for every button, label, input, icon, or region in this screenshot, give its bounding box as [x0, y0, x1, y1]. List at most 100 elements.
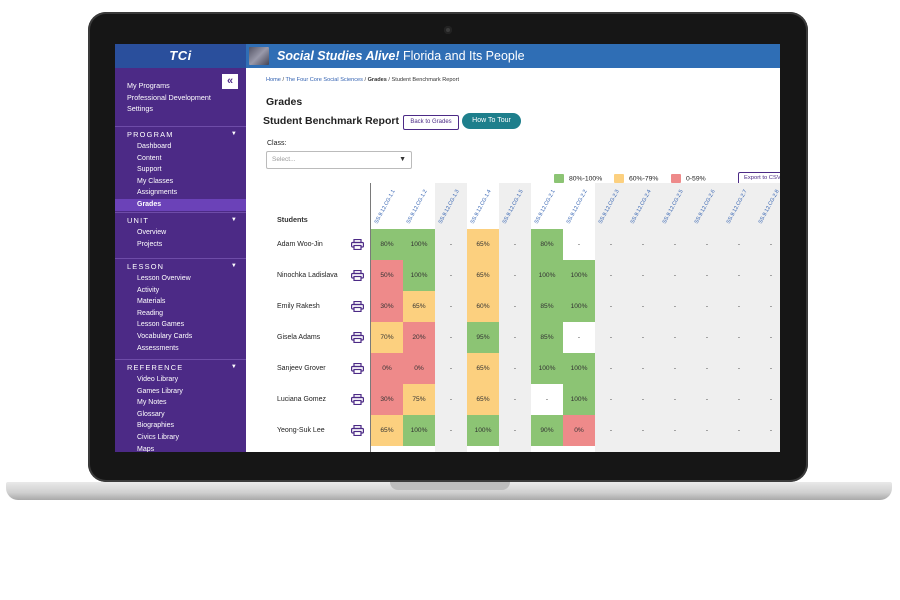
score-cell[interactable]: 65% — [467, 353, 499, 384]
benchmark-column-header[interactable]: SS.9.12.CG.1.1 — [371, 183, 403, 229]
sidebar-item-civics-library[interactable]: Civics Library — [137, 433, 180, 441]
sidebar-item-biographies[interactable]: Biographies — [137, 422, 174, 430]
score-cell[interactable]: 65% — [467, 229, 499, 260]
score-cell[interactable]: - — [513, 241, 517, 248]
back-to-grades-button[interactable]: Back to Grades — [403, 115, 459, 130]
benchmark-column-header[interactable]: SS.9.12.CG.2.7 — [723, 183, 755, 229]
how-to-tour-button[interactable]: How To Tour — [462, 113, 521, 129]
benchmark-column-header[interactable]: SS.9.12.CG.2.1 — [531, 183, 563, 229]
score-cell[interactable]: - — [641, 334, 645, 341]
score-cell[interactable]: - — [705, 303, 709, 310]
score-cell[interactable]: 100% — [563, 353, 595, 384]
score-cell[interactable]: 85% — [531, 291, 563, 322]
benchmark-column-header[interactable]: SS.9.12.CG.1.4 — [467, 183, 499, 229]
score-cell[interactable]: - — [769, 272, 773, 279]
sidebar-link-professional-development[interactable]: Professional Development — [127, 92, 211, 102]
score-cell[interactable]: - — [737, 334, 741, 341]
score-cell[interactable]: - — [641, 427, 645, 434]
score-cell[interactable]: - — [531, 384, 563, 415]
sidebar-link-settings[interactable]: Settings — [127, 104, 153, 113]
printer-icon[interactable] — [351, 425, 364, 436]
student-name[interactable]: Ninochka Ladislava — [277, 272, 338, 279]
printer-icon[interactable] — [351, 363, 364, 374]
breadcrumb-grades[interactable]: Grades — [367, 77, 387, 83]
printer-icon[interactable] — [351, 301, 364, 312]
score-cell[interactable]: - — [513, 303, 517, 310]
score-cell[interactable]: - — [449, 427, 453, 434]
benchmark-column-header[interactable]: SS.9.12.CG.1.3 — [435, 183, 467, 229]
score-cell[interactable]: - — [513, 396, 517, 403]
score-cell[interactable]: - — [737, 427, 741, 434]
printer-icon[interactable] — [351, 270, 364, 281]
breadcrumb-program[interactable]: The Four Core Social Sciences — [285, 77, 363, 83]
score-cell[interactable]: - — [769, 303, 773, 310]
sidebar-item-reading[interactable]: Reading — [137, 309, 164, 317]
sidebar-item-lesson-overview[interactable]: Lesson Overview — [137, 275, 191, 282]
benchmark-column-header[interactable]: SS.9.12.CG.1.5 — [499, 183, 531, 229]
score-cell[interactable]: 80% — [371, 229, 403, 260]
score-cell[interactable]: - — [609, 365, 613, 372]
score-cell[interactable]: - — [609, 272, 613, 279]
score-cell[interactable]: - — [705, 396, 709, 403]
score-cell[interactable]: - — [769, 365, 773, 372]
benchmark-column-header[interactable]: SS.9.12.CG.2.4 — [627, 183, 659, 229]
score-cell[interactable]: - — [705, 365, 709, 372]
sidebar-item-my-notes[interactable]: My Notes — [137, 399, 167, 407]
score-cell[interactable]: 100% — [467, 415, 499, 446]
score-cell[interactable]: - — [449, 303, 453, 310]
tci-logo[interactable]: TCi — [115, 44, 246, 68]
sidebar-item-vocabulary-cards[interactable]: Vocabulary Cards — [137, 332, 193, 340]
student-name[interactable]: Emily Rakesh — [277, 303, 320, 310]
score-cell[interactable]: 70% — [371, 322, 403, 353]
score-cell[interactable]: - — [641, 396, 645, 403]
score-cell[interactable]: - — [449, 396, 453, 403]
score-cell[interactable]: 65% — [467, 384, 499, 415]
score-cell[interactable]: - — [563, 322, 595, 353]
benchmark-column-header[interactable]: SS.9.12.CG.2.5 — [659, 183, 691, 229]
score-cell[interactable]: - — [609, 334, 613, 341]
sidebar-item-assignments[interactable]: Assignments — [137, 189, 178, 197]
sidebar-item-support[interactable]: Support — [137, 166, 162, 174]
score-cell[interactable]: - — [641, 365, 645, 372]
sidebar-section-header[interactable]: PROGRAM ▼ — [115, 126, 246, 141]
sidebar-section-header[interactable]: REFERENCE ▼ — [115, 359, 246, 374]
score-cell[interactable]: - — [769, 427, 773, 434]
score-cell[interactable]: - — [737, 272, 741, 279]
score-cell[interactable]: - — [673, 334, 677, 341]
score-cell[interactable]: 85% — [531, 322, 563, 353]
score-cell[interactable]: - — [737, 303, 741, 310]
student-name[interactable]: Gisela Adams — [277, 334, 321, 341]
score-cell[interactable]: - — [641, 303, 645, 310]
benchmark-column-header[interactable]: SS.9.12.CG.2.3 — [595, 183, 627, 229]
score-cell[interactable]: - — [513, 334, 517, 341]
breadcrumb-home[interactable]: Home — [266, 77, 281, 83]
student-name[interactable]: Adam Woo-Jin — [277, 241, 323, 248]
score-cell[interactable]: 60% — [467, 291, 499, 322]
score-cell[interactable]: 0% — [371, 353, 403, 384]
class-select[interactable]: Select... ▼ — [266, 151, 412, 169]
score-cell[interactable]: 30% — [371, 384, 403, 415]
score-cell[interactable]: 100% — [563, 384, 595, 415]
score-cell[interactable]: 80% — [531, 229, 563, 260]
score-cell[interactable]: - — [705, 241, 709, 248]
score-cell[interactable]: 100% — [531, 353, 563, 384]
sidebar-section-header[interactable]: UNIT ▼ — [115, 212, 246, 227]
benchmark-column-header[interactable]: SS.9.12.CG.2.8 — [755, 183, 780, 229]
score-cell[interactable]: - — [737, 365, 741, 372]
sidebar-item-projects[interactable]: Projects — [137, 240, 163, 248]
score-cell[interactable]: - — [705, 272, 709, 279]
sidebar-item-my-classes[interactable]: My Classes — [137, 177, 174, 185]
score-cell[interactable]: 75% — [403, 384, 435, 415]
student-name[interactable]: Yeong-Suk Lee — [277, 427, 325, 434]
score-cell[interactable]: 100% — [531, 260, 563, 291]
sidebar-item-assessments[interactable]: Assessments — [137, 344, 179, 352]
score-cell[interactable]: - — [563, 229, 595, 260]
score-cell[interactable]: 0% — [563, 415, 595, 446]
score-cell[interactable]: - — [769, 241, 773, 248]
score-cell[interactable]: - — [449, 241, 453, 248]
sidebar-item-content[interactable]: Content — [137, 154, 162, 162]
student-name[interactable]: Sanjeev Grover — [277, 365, 326, 372]
score-cell[interactable]: - — [449, 365, 453, 372]
score-cell[interactable]: 50% — [371, 260, 403, 291]
score-cell[interactable]: 100% — [403, 229, 435, 260]
